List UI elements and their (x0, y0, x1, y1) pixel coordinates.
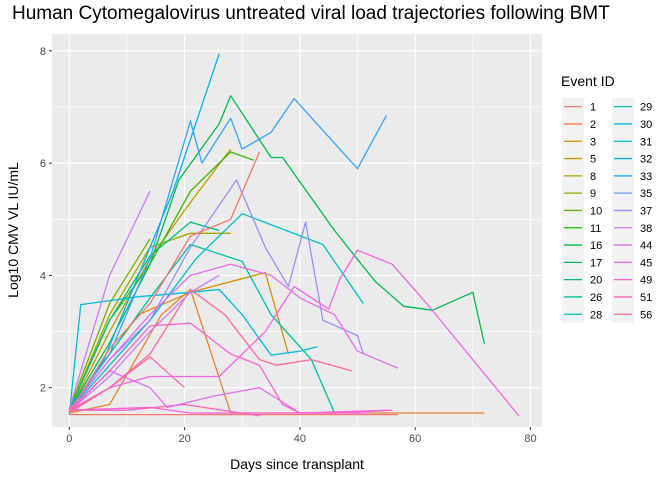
series-line-56 (68, 151, 261, 414)
series-line-16 (68, 221, 220, 411)
legend-label-32: 32 (640, 154, 652, 166)
y-axis-title: Log10 CMV VL IU/mL (5, 162, 21, 298)
legend-label-10: 10 (590, 205, 602, 217)
legend-label-56: 56 (640, 309, 652, 321)
plot-panel (52, 34, 542, 427)
series-line-51 (68, 356, 186, 412)
legend-label-26: 26 (590, 292, 602, 304)
series-line-11 (68, 95, 486, 411)
legend-label-17: 17 (590, 257, 602, 269)
series-line-29 (68, 97, 387, 411)
y-tick-label: 8 (40, 46, 46, 58)
y-tick-label: 2 (40, 383, 46, 395)
series-line-38 (68, 274, 220, 412)
legend-label-49: 49 (640, 275, 652, 287)
series-line-35 (69, 403, 260, 417)
series-line-33 (69, 406, 387, 414)
legend-label-5: 5 (590, 154, 596, 166)
x-tick-label: 40 (294, 433, 306, 445)
legend-label-1: 1 (590, 102, 596, 114)
legend-label-35: 35 (640, 188, 652, 200)
legend-label-45: 45 (640, 257, 652, 269)
x-axis-title: Days since transplant (230, 456, 364, 472)
legend-label-9: 9 (590, 188, 596, 200)
x-axis: 0 20 40 60 80 (66, 427, 537, 445)
series-line-20 (68, 213, 364, 411)
legend-label-16: 16 (590, 240, 602, 252)
series-line-9 (68, 238, 151, 410)
y-tick-label: 6 (40, 158, 46, 170)
legend-label-38: 38 (640, 223, 652, 235)
x-tick-label: 0 (66, 433, 72, 445)
series-line-49 (68, 322, 393, 414)
legend: 1235891011161720262829303132333537384445… (562, 98, 652, 323)
series-line-32 (68, 263, 399, 411)
x-tick-label: 60 (409, 433, 421, 445)
legend-label-2: 2 (590, 119, 596, 131)
legend-label-51: 51 (640, 292, 652, 304)
legend-label-8: 8 (590, 171, 596, 183)
x-tick-label: 20 (178, 433, 190, 445)
legend-title: Event ID (561, 73, 615, 89)
x-tick-label: 80 (524, 433, 536, 445)
series-line-31 (68, 190, 151, 410)
legend-label-33: 33 (640, 171, 652, 183)
series-lines (68, 53, 520, 417)
series-line-45 (68, 249, 520, 417)
y-tick-label: 4 (40, 270, 46, 282)
legend-label-30: 30 (640, 119, 652, 131)
legend-label-28: 28 (590, 309, 602, 321)
legend-label-3: 3 (590, 136, 596, 148)
legend-label-29: 29 (640, 102, 652, 114)
legend-label-31: 31 (640, 136, 652, 148)
chart-title: Human Cytomegalovirus untreated viral lo… (12, 3, 610, 24)
series-line-26 (68, 288, 318, 415)
legend-label-44: 44 (640, 240, 652, 252)
legend-label-11: 11 (590, 223, 601, 235)
y-axis: 2 4 6 8 (40, 46, 52, 395)
grid-minor (52, 34, 542, 427)
series-line-44 (68, 370, 370, 414)
series-line-17 (68, 243, 336, 414)
series-line-30 (68, 179, 364, 411)
legend-label-37: 37 (640, 205, 652, 217)
legend-label-20: 20 (590, 275, 602, 287)
